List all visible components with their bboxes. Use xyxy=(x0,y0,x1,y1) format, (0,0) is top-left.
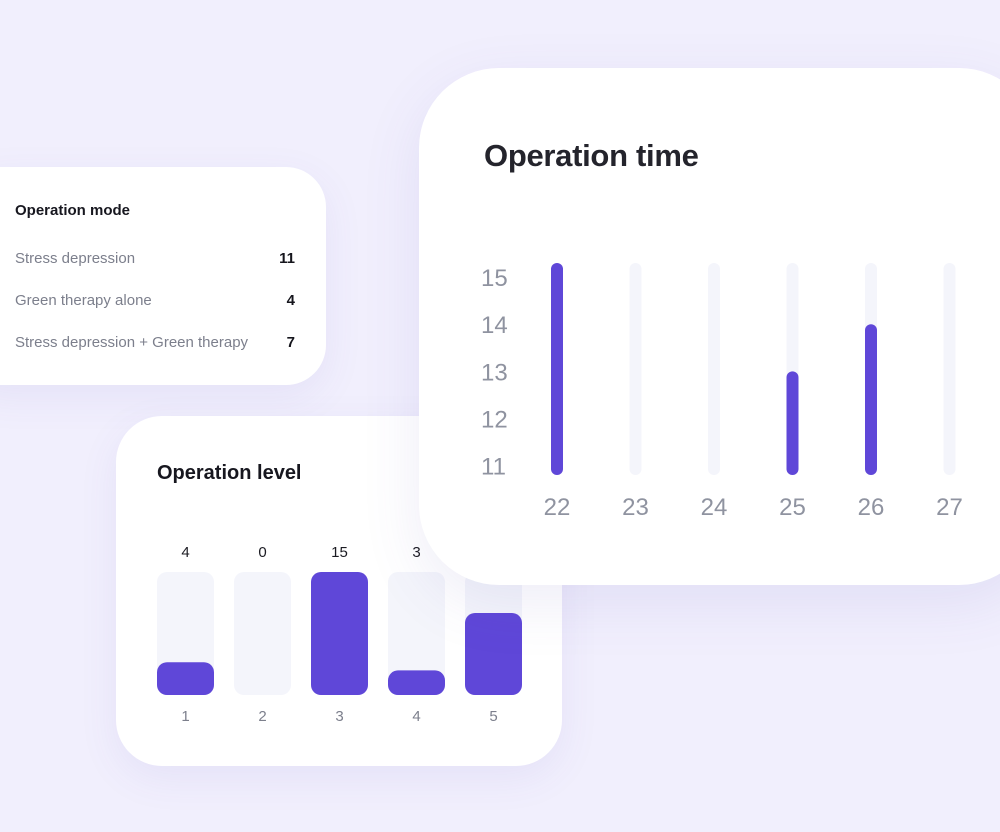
operation-level-title: Operation level xyxy=(157,462,302,484)
mode-row-green-therapy: Green therapy alone 4 xyxy=(15,292,295,309)
time-y-tick: 11 xyxy=(481,454,506,481)
time-x-tick: 26 xyxy=(858,494,885,521)
time-x-tick: 25 xyxy=(779,494,806,521)
time-bar-26 xyxy=(865,324,877,475)
mode-row-label: Stress depression + Green therapy xyxy=(15,334,249,351)
mode-row-value: 11 xyxy=(279,250,295,267)
level-bar-3 xyxy=(311,572,368,695)
operation-level-chart: 4 1 0 2 15 3 3 4 5 xyxy=(157,544,522,725)
mode-row-value: 4 xyxy=(286,292,295,309)
level-category-label: 1 xyxy=(181,708,189,725)
operation-time-chart: 15 14 13 12 11 22 23 24 25 26 27 xyxy=(481,263,963,521)
time-x-tick: 22 xyxy=(544,494,571,521)
time-y-tick: 13 xyxy=(481,359,508,386)
level-bar-4 xyxy=(388,670,445,695)
time-bar-track xyxy=(708,263,720,475)
level-category-label: 5 xyxy=(489,708,497,725)
time-bar-22 xyxy=(551,263,563,475)
level-bar-5 xyxy=(465,613,522,695)
mode-row-label: Green therapy alone xyxy=(15,292,152,309)
level-category-label: 3 xyxy=(335,708,343,725)
mode-row-label: Stress depression xyxy=(15,250,136,267)
level-value-label: 4 xyxy=(181,544,189,561)
mode-row-value: 7 xyxy=(286,334,295,351)
time-bar-track xyxy=(943,263,956,475)
level-value-label: 15 xyxy=(331,544,348,561)
time-y-tick: 14 xyxy=(481,312,508,339)
operation-mode-card: Operation mode Stress depression 11 Gree… xyxy=(0,167,326,385)
time-y-tick: 12 xyxy=(481,406,508,433)
time-x-tick: 27 xyxy=(936,494,963,521)
operation-mode-title: Operation mode xyxy=(15,202,131,219)
level-bar-1 xyxy=(157,662,214,695)
time-bar-track xyxy=(629,263,642,475)
level-bar-track xyxy=(234,572,291,695)
level-category-label: 2 xyxy=(258,708,266,725)
time-y-tick: 15 xyxy=(481,265,508,292)
level-category-label: 4 xyxy=(412,708,420,725)
level-value-label: 0 xyxy=(258,544,266,561)
time-x-tick: 24 xyxy=(701,494,728,521)
operation-time-card: Operation time 15 14 13 12 11 22 23 24 25 26 27 xyxy=(419,68,1000,585)
level-bar-track xyxy=(388,572,445,695)
time-bar-25 xyxy=(786,371,799,475)
mode-row-combined: Stress depression + Green therapy 7 xyxy=(15,334,295,351)
level-value-label: 3 xyxy=(412,544,420,561)
mode-row-stress-depression: Stress depression 11 xyxy=(15,250,295,267)
operation-time-title: Operation time xyxy=(484,138,699,173)
time-x-tick: 23 xyxy=(622,494,649,521)
